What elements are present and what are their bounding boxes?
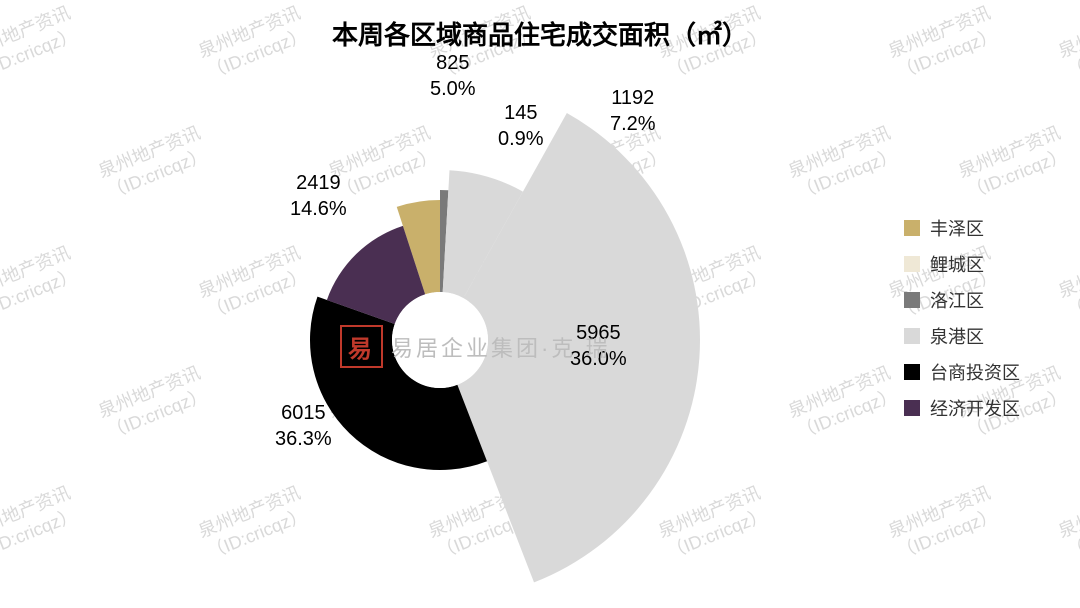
legend-item: 泉港区 bbox=[904, 323, 1020, 349]
legend-swatch bbox=[904, 400, 920, 416]
legend-label: 洛江区 bbox=[930, 287, 984, 313]
slice-label: 601536.3% bbox=[275, 400, 332, 452]
legend-label: 丰泽区 bbox=[930, 215, 984, 241]
legend-item: 丰泽区 bbox=[904, 215, 1020, 241]
slice-label: 8255.0% bbox=[430, 50, 476, 102]
slice-label: 11927.2% bbox=[610, 85, 656, 137]
legend-label: 经济开发区 bbox=[930, 395, 1020, 421]
center-watermark: 易 易居企业集团·克 瑞 bbox=[340, 325, 610, 368]
legend-item: 鲤城区 bbox=[904, 251, 1020, 277]
slice-label: 241914.6% bbox=[290, 170, 347, 222]
legend-label: 泉港区 bbox=[930, 323, 984, 349]
legend: 丰泽区鲤城区洛江区泉港区台商投资区经济开发区 bbox=[904, 215, 1020, 431]
legend-swatch bbox=[904, 256, 920, 272]
legend-label: 鲤城区 bbox=[930, 251, 984, 277]
stamp-icon: 易 bbox=[340, 325, 383, 368]
legend-swatch bbox=[904, 364, 920, 380]
legend-item: 经济开发区 bbox=[904, 395, 1020, 421]
slice-label: 1450.9% bbox=[498, 100, 544, 152]
legend-item: 洛江区 bbox=[904, 287, 1020, 313]
legend-swatch bbox=[904, 220, 920, 236]
legend-label: 台商投资区 bbox=[930, 359, 1020, 385]
center-watermark-text: 易居企业集团·克 瑞 bbox=[391, 331, 610, 363]
legend-swatch bbox=[904, 328, 920, 344]
legend-item: 台商投资区 bbox=[904, 359, 1020, 385]
legend-swatch bbox=[904, 292, 920, 308]
